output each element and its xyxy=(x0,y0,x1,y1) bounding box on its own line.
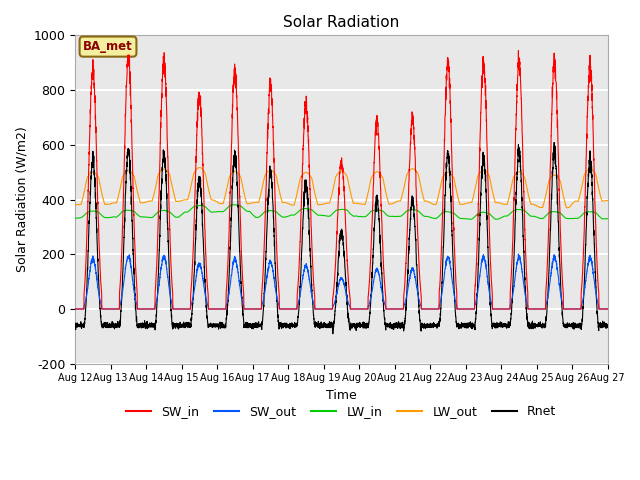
LW_in xyxy=(229,202,237,208)
SW_in xyxy=(321,306,329,312)
LW_out xyxy=(431,202,439,207)
Rnet xyxy=(604,323,612,329)
Rnet xyxy=(71,321,79,327)
Line: SW_out: SW_out xyxy=(75,254,608,309)
Rnet xyxy=(461,321,468,327)
SW_out xyxy=(515,251,522,257)
LW_out xyxy=(167,177,175,183)
SW_in xyxy=(515,48,522,54)
SW_out xyxy=(491,306,499,312)
Rnet xyxy=(604,324,611,329)
LW_in xyxy=(322,213,330,218)
Y-axis label: Solar Radiation (W/m2): Solar Radiation (W/m2) xyxy=(15,127,28,273)
SW_in xyxy=(71,306,79,312)
Line: SW_in: SW_in xyxy=(75,51,608,309)
Text: BA_met: BA_met xyxy=(83,40,133,53)
LW_out xyxy=(604,198,612,204)
SW_out xyxy=(431,306,439,312)
LW_in xyxy=(71,216,79,221)
Rnet xyxy=(491,324,499,330)
Rnet xyxy=(431,323,439,329)
LW_out xyxy=(196,165,204,170)
SW_in xyxy=(461,306,468,312)
X-axis label: Time: Time xyxy=(326,389,356,402)
Line: Rnet: Rnet xyxy=(75,143,608,334)
LW_in xyxy=(604,216,612,222)
Rnet xyxy=(550,140,558,145)
LW_in xyxy=(167,210,175,216)
SW_out xyxy=(461,306,468,312)
Line: LW_out: LW_out xyxy=(75,168,608,208)
SW_in xyxy=(431,306,439,312)
SW_in xyxy=(491,306,499,312)
LW_out xyxy=(491,198,499,204)
LW_in xyxy=(604,216,611,222)
SW_in xyxy=(604,306,611,312)
LW_in xyxy=(468,216,476,222)
Rnet xyxy=(329,331,337,336)
LW_in xyxy=(431,216,439,221)
LW_out xyxy=(71,202,79,208)
Line: LW_in: LW_in xyxy=(75,205,608,219)
SW_out xyxy=(71,306,79,312)
SW_in xyxy=(604,306,612,312)
SW_out xyxy=(167,296,175,302)
Title: Solar Radiation: Solar Radiation xyxy=(284,15,399,30)
Rnet xyxy=(167,306,175,312)
SW_out xyxy=(604,306,612,312)
SW_in xyxy=(167,259,175,264)
LW_out xyxy=(322,201,330,206)
Legend: SW_in, SW_out, LW_in, LW_out, Rnet: SW_in, SW_out, LW_in, LW_out, Rnet xyxy=(122,400,561,423)
LW_out xyxy=(604,198,611,204)
LW_out xyxy=(563,205,570,211)
LW_in xyxy=(461,216,468,221)
SW_out xyxy=(604,306,611,312)
SW_out xyxy=(321,306,329,312)
Rnet xyxy=(321,321,329,327)
LW_in xyxy=(491,216,499,222)
LW_out xyxy=(461,201,468,207)
